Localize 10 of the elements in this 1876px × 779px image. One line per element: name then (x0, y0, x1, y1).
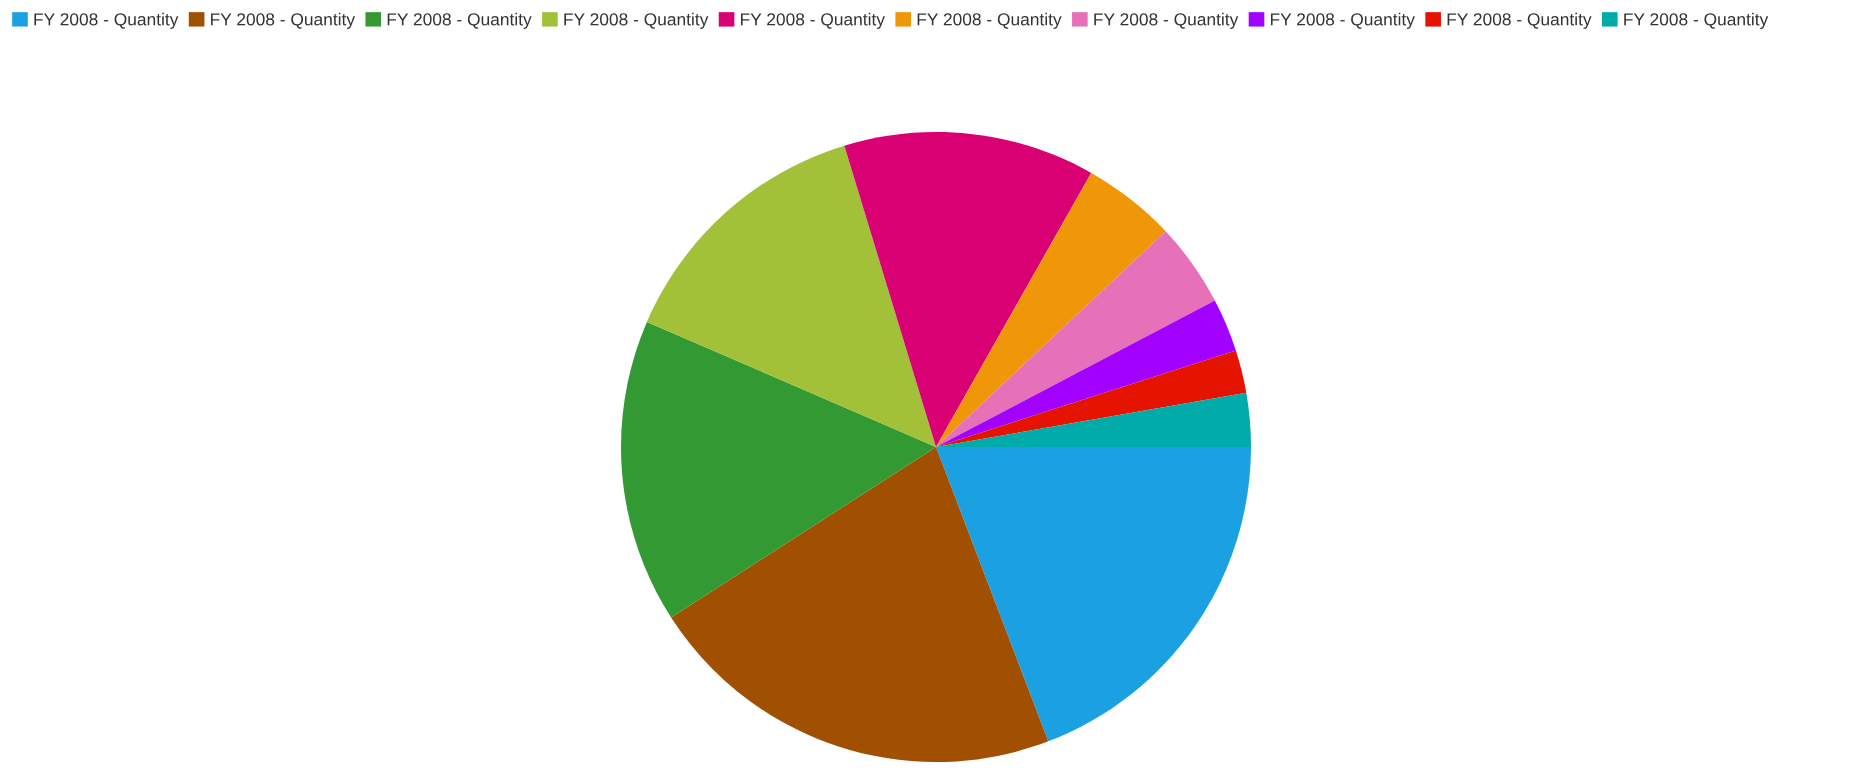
legend-label: FY 2008 - Quantity (387, 12, 532, 29)
legend-label: FY 2008 - Quantity (34, 12, 179, 29)
legend-label: FY 2008 - Quantity (741, 12, 885, 29)
legend-label: FY 2008 - Quantity (1624, 12, 1769, 29)
legend-label: FY 2008 - Quantity (1094, 12, 1239, 29)
legend-label: FY 2008 - Quantity (1447, 12, 1592, 29)
legend-label: FY 2008 - Quantity (211, 12, 356, 29)
legend-label: FY 2008 - Quantity (1270, 12, 1415, 29)
legend-label: FY 2008 - Quantity (564, 12, 709, 29)
legend-label: FY 2008 - Quantity (917, 12, 1062, 29)
